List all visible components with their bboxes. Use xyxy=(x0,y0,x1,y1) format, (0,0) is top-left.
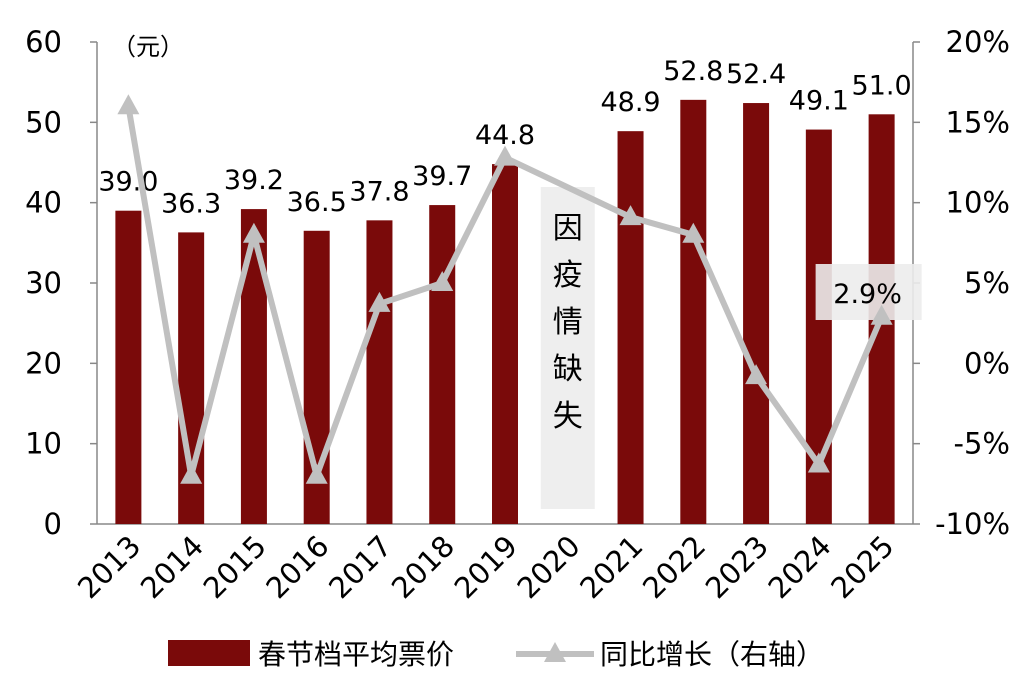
left-axis-unit: （元） xyxy=(112,33,184,61)
growth-marker xyxy=(305,463,328,484)
bar xyxy=(240,209,267,525)
gap-note-char: 因 xyxy=(553,211,583,246)
growth-marker xyxy=(117,94,140,115)
growth-marker xyxy=(180,463,203,484)
bar xyxy=(680,99,707,524)
bar-value-label: 37.8 xyxy=(349,176,409,207)
x-tick-label: 2022 xyxy=(636,529,712,605)
growth-marker xyxy=(494,145,516,166)
left-tick-label: 30 xyxy=(25,266,62,300)
legend-bar-swatch xyxy=(168,640,250,666)
bar-value-label: 39.2 xyxy=(224,165,284,196)
right-tick-label: 20% xyxy=(946,25,1010,59)
x-tick-label: 2025 xyxy=(824,529,900,605)
gap-note-char: 失 xyxy=(553,399,583,434)
right-tick-label: -10% xyxy=(935,507,1010,541)
bar xyxy=(743,103,770,524)
growth-marker xyxy=(870,304,893,325)
bar xyxy=(366,220,393,524)
bar-value-label: 51.0 xyxy=(852,70,912,101)
legend-bar-label: 春节档平均票价 xyxy=(258,638,454,671)
x-tick-label: 2018 xyxy=(385,529,461,605)
bar xyxy=(492,164,518,524)
left-tick-label: 10 xyxy=(25,427,62,461)
bar-value-label: 36.3 xyxy=(161,188,221,219)
growth-marker xyxy=(682,222,705,243)
x-tick-label: 2020 xyxy=(510,529,586,605)
legend: 春节档平均票价 同比增长（右轴） xyxy=(168,638,824,671)
bar xyxy=(617,131,644,525)
bar-value-label: 52.8 xyxy=(663,56,723,87)
growth-marker xyxy=(619,205,642,226)
gap-note-char: 缺 xyxy=(553,352,583,387)
x-tick-label: 2024 xyxy=(762,529,838,605)
x-tick-label: 2013 xyxy=(71,529,147,605)
right-axis-ticks: -10% -5% 0% 5% 10% 15% 20% xyxy=(913,25,1010,541)
growth-marker xyxy=(368,291,391,312)
x-tick-label: 2015 xyxy=(197,529,273,605)
legend-line-label: 同比增长（右轴） xyxy=(600,638,824,671)
gap-note-char: 疫 xyxy=(553,258,583,293)
bar xyxy=(429,205,456,524)
line-series xyxy=(117,94,893,484)
x-tick-label: 2014 xyxy=(134,529,210,605)
right-tick-label: 10% xyxy=(946,186,1010,220)
highlight-label: 2.9% xyxy=(833,279,902,310)
right-tick-label: -5% xyxy=(954,427,1010,461)
growth-marker xyxy=(745,364,768,385)
x-tick-label: 2016 xyxy=(259,529,335,605)
left-tick-label: 20 xyxy=(25,346,62,380)
bar-value-label: 39.0 xyxy=(98,167,158,198)
left-tick-label: 40 xyxy=(25,186,62,220)
gap-note-background xyxy=(540,187,595,509)
left-tick-label: 60 xyxy=(25,25,62,59)
bar-series xyxy=(115,99,895,525)
left-tick-label: 50 xyxy=(25,105,62,139)
growth-marker xyxy=(431,271,454,291)
right-tick-label: 0% xyxy=(964,346,1010,380)
bar-value-label: 48.9 xyxy=(600,87,660,118)
bar-value-label: 36.5 xyxy=(287,187,347,218)
highlight-label-group: 2.9% xyxy=(815,264,922,320)
legend-line-marker xyxy=(544,642,566,662)
bar-value-label: 49.1 xyxy=(789,86,849,117)
right-tick-label: 5% xyxy=(964,266,1010,300)
bar-data-labels: 39.036.339.236.5 37.8 39.744.848.952.8 52.4… xyxy=(98,56,911,220)
x-axis-ticks: 2013201420152016201720182019202020212022… xyxy=(71,529,900,605)
left-tick-label: 0 xyxy=(44,507,62,541)
bar-value-label: 52.4 xyxy=(726,59,786,90)
left-axis-ticks: 0 10 20 30 40 50 60 xyxy=(25,25,97,541)
right-tick-label: 15% xyxy=(946,105,1010,139)
growth-marker xyxy=(807,452,830,473)
growth-line xyxy=(125,105,885,479)
highlight-label-background xyxy=(815,264,922,320)
bar xyxy=(115,210,142,524)
x-tick-label: 2023 xyxy=(699,529,775,605)
growth-marker xyxy=(242,222,265,243)
x-tick-label: 2019 xyxy=(448,529,524,605)
x-tick-label: 2021 xyxy=(573,529,649,605)
gap-note-char: 情 xyxy=(553,305,583,340)
x-tick-label: 2017 xyxy=(322,529,398,605)
bar-value-label: 39.7 xyxy=(412,161,472,192)
